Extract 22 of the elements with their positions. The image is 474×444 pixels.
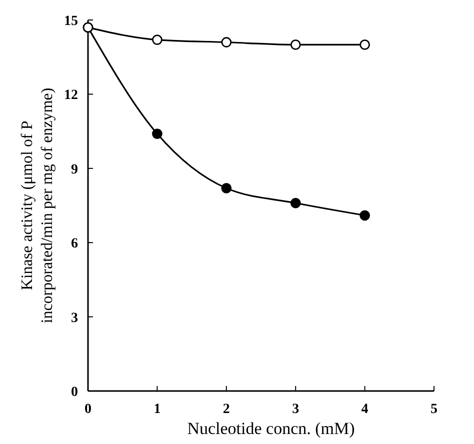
point [221,37,232,48]
y-tick-label: 15 [64,14,78,29]
point [221,182,232,194]
point [152,34,162,45]
x-tick-label: 5 [430,402,438,417]
point [360,210,370,221]
point [290,198,301,208]
y-tick-label: 12 [64,88,78,104]
y-tick-label: 9 [71,162,78,178]
x-tick-label: 2 [222,402,230,417]
y-tick-label: 0 [71,385,78,400]
point [290,40,301,50]
y-axis-title: Kinase activity (μmol of P incorporated/min per mg of enzyme) [19,88,56,324]
x-tick-label: 0 [84,402,92,417]
x-axis-title: Nucleotide concn. (mM) [187,419,355,438]
x-tick-label: 1 [154,402,161,417]
x-tick-label: 3 [292,402,300,417]
y-tick-label: 6 [71,236,78,252]
y-tick-label: 3 [71,310,78,326]
point [152,128,162,139]
point [360,40,370,50]
x-tick-label: 4 [361,402,368,417]
